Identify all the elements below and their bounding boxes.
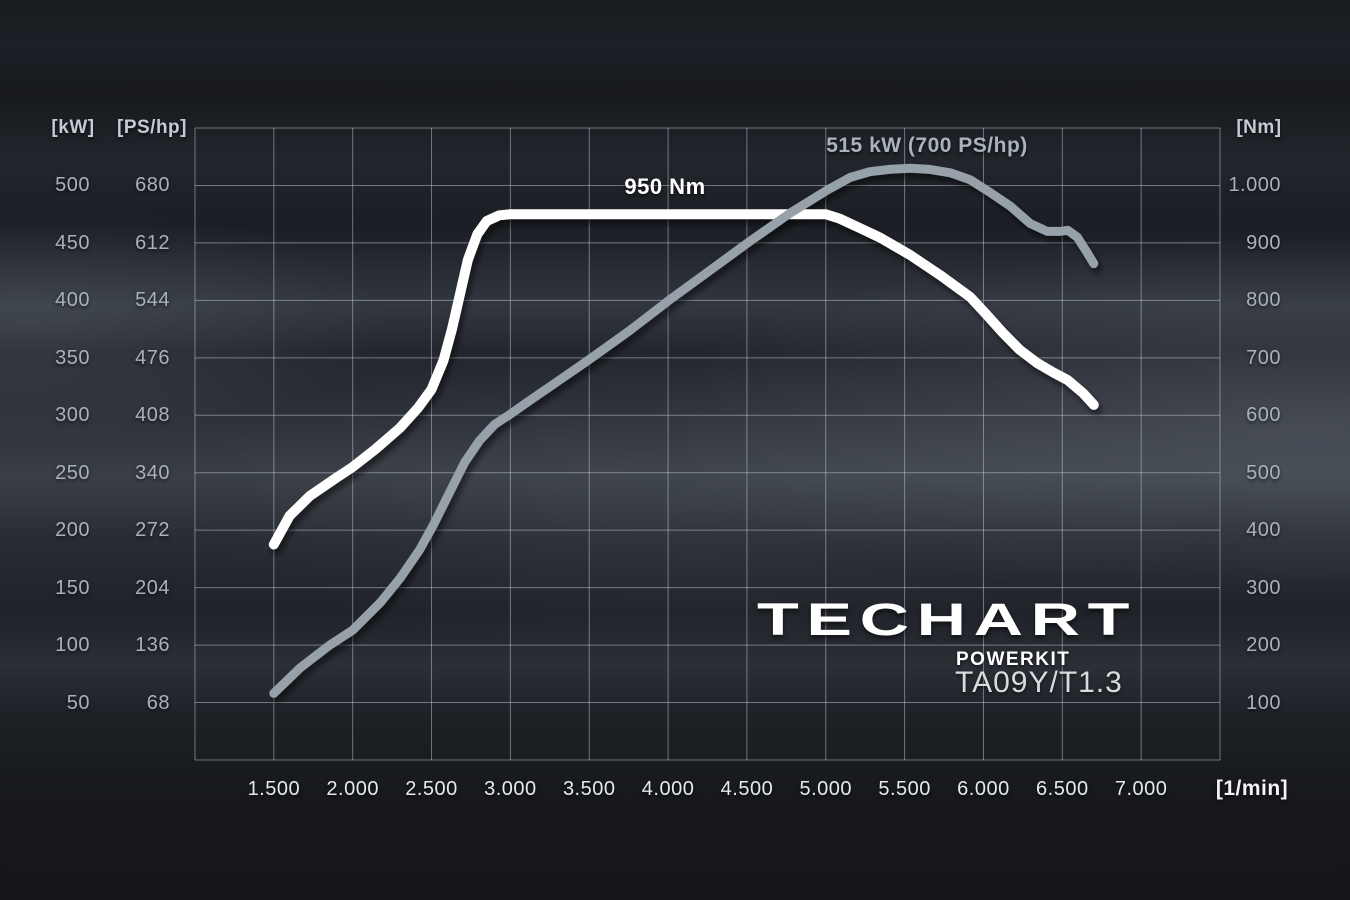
axis-header-rpm: [1/min] <box>1215 777 1289 800</box>
nm-tick-label: 100 <box>1246 691 1281 714</box>
rpm-tick-label: 4.500 <box>720 778 774 800</box>
nm-tick-label: 500 <box>1246 461 1281 484</box>
ps-tick-label: 136 <box>135 634 170 657</box>
ps-tick-label: 476 <box>135 346 170 369</box>
power-curve <box>269 163 1099 698</box>
axis-header-kw: [kW] <box>51 117 95 138</box>
kw-tick-label: 50 <box>66 691 90 714</box>
kw-tick-label: 150 <box>55 576 90 599</box>
model-code-label: TA09Y/T1.3 <box>955 666 1123 699</box>
torque-peak-annotation: 950 Nm <box>624 174 706 199</box>
ps-tick-label: 204 <box>135 576 170 599</box>
techart-logo: TECHART <box>757 594 1137 645</box>
ps-tick-label: 680 <box>135 174 170 197</box>
torque-curve-shadow <box>271 213 1103 555</box>
kw-tick-label: 450 <box>55 231 90 254</box>
rpm-tick-label: 3.000 <box>484 778 537 800</box>
nm-tick-label: 900 <box>1246 231 1281 254</box>
nm-tick-label: 200 <box>1246 634 1281 657</box>
kw-tick-label: 250 <box>55 461 90 484</box>
nm-tick-label: 600 <box>1246 404 1281 427</box>
rpm-tick-label: 5.500 <box>878 778 931 800</box>
ps-tick-label: 340 <box>135 461 170 484</box>
rpm-tick-label: 6.500 <box>1036 778 1089 800</box>
ps-tick-label: 408 <box>135 404 170 427</box>
rpm-tick-label: 6.000 <box>957 778 1010 800</box>
rpm-tick-label: 1.500 <box>247 778 301 800</box>
kw-tick-label: 200 <box>55 519 90 542</box>
kw-tick-label: 500 <box>55 174 90 197</box>
kw-tick-label: 100 <box>55 634 90 657</box>
kw-tick-label: 400 <box>55 289 90 312</box>
ps-tick-label: 68 <box>146 691 170 714</box>
ps-tick-label: 272 <box>135 519 170 542</box>
kw-tick-label: 300 <box>55 404 90 427</box>
nm-tick-label: 700 <box>1246 346 1281 369</box>
nm-tick-label: 1.000 <box>1228 174 1281 197</box>
powerkit-label: POWERKIT <box>956 649 1071 670</box>
power-peak-annotation: 515 kW (700 PS/hp) <box>826 134 1028 157</box>
axis-header-ps-hp: [PS/hp] <box>117 117 187 138</box>
rpm-tick-label: 2.000 <box>326 778 379 800</box>
kw-tick-label: 350 <box>55 346 90 369</box>
rpm-tick-label: 4.000 <box>641 778 695 800</box>
rpm-tick-label: 3.500 <box>562 778 616 800</box>
axis-header-nm: [Nm] <box>1236 117 1282 138</box>
ps-tick-label: 612 <box>135 231 170 254</box>
torque-curve <box>268 209 1099 550</box>
nm-tick-label: 800 <box>1246 289 1281 312</box>
rpm-tick-label: 5.000 <box>799 778 853 800</box>
ps-tick-label: 544 <box>135 289 170 312</box>
nm-tick-label: 400 <box>1246 519 1281 542</box>
nm-tick-label: 300 <box>1246 576 1281 599</box>
rpm-tick-label: 2.500 <box>405 778 458 800</box>
rpm-tick-label: 7.000 <box>1114 778 1168 800</box>
